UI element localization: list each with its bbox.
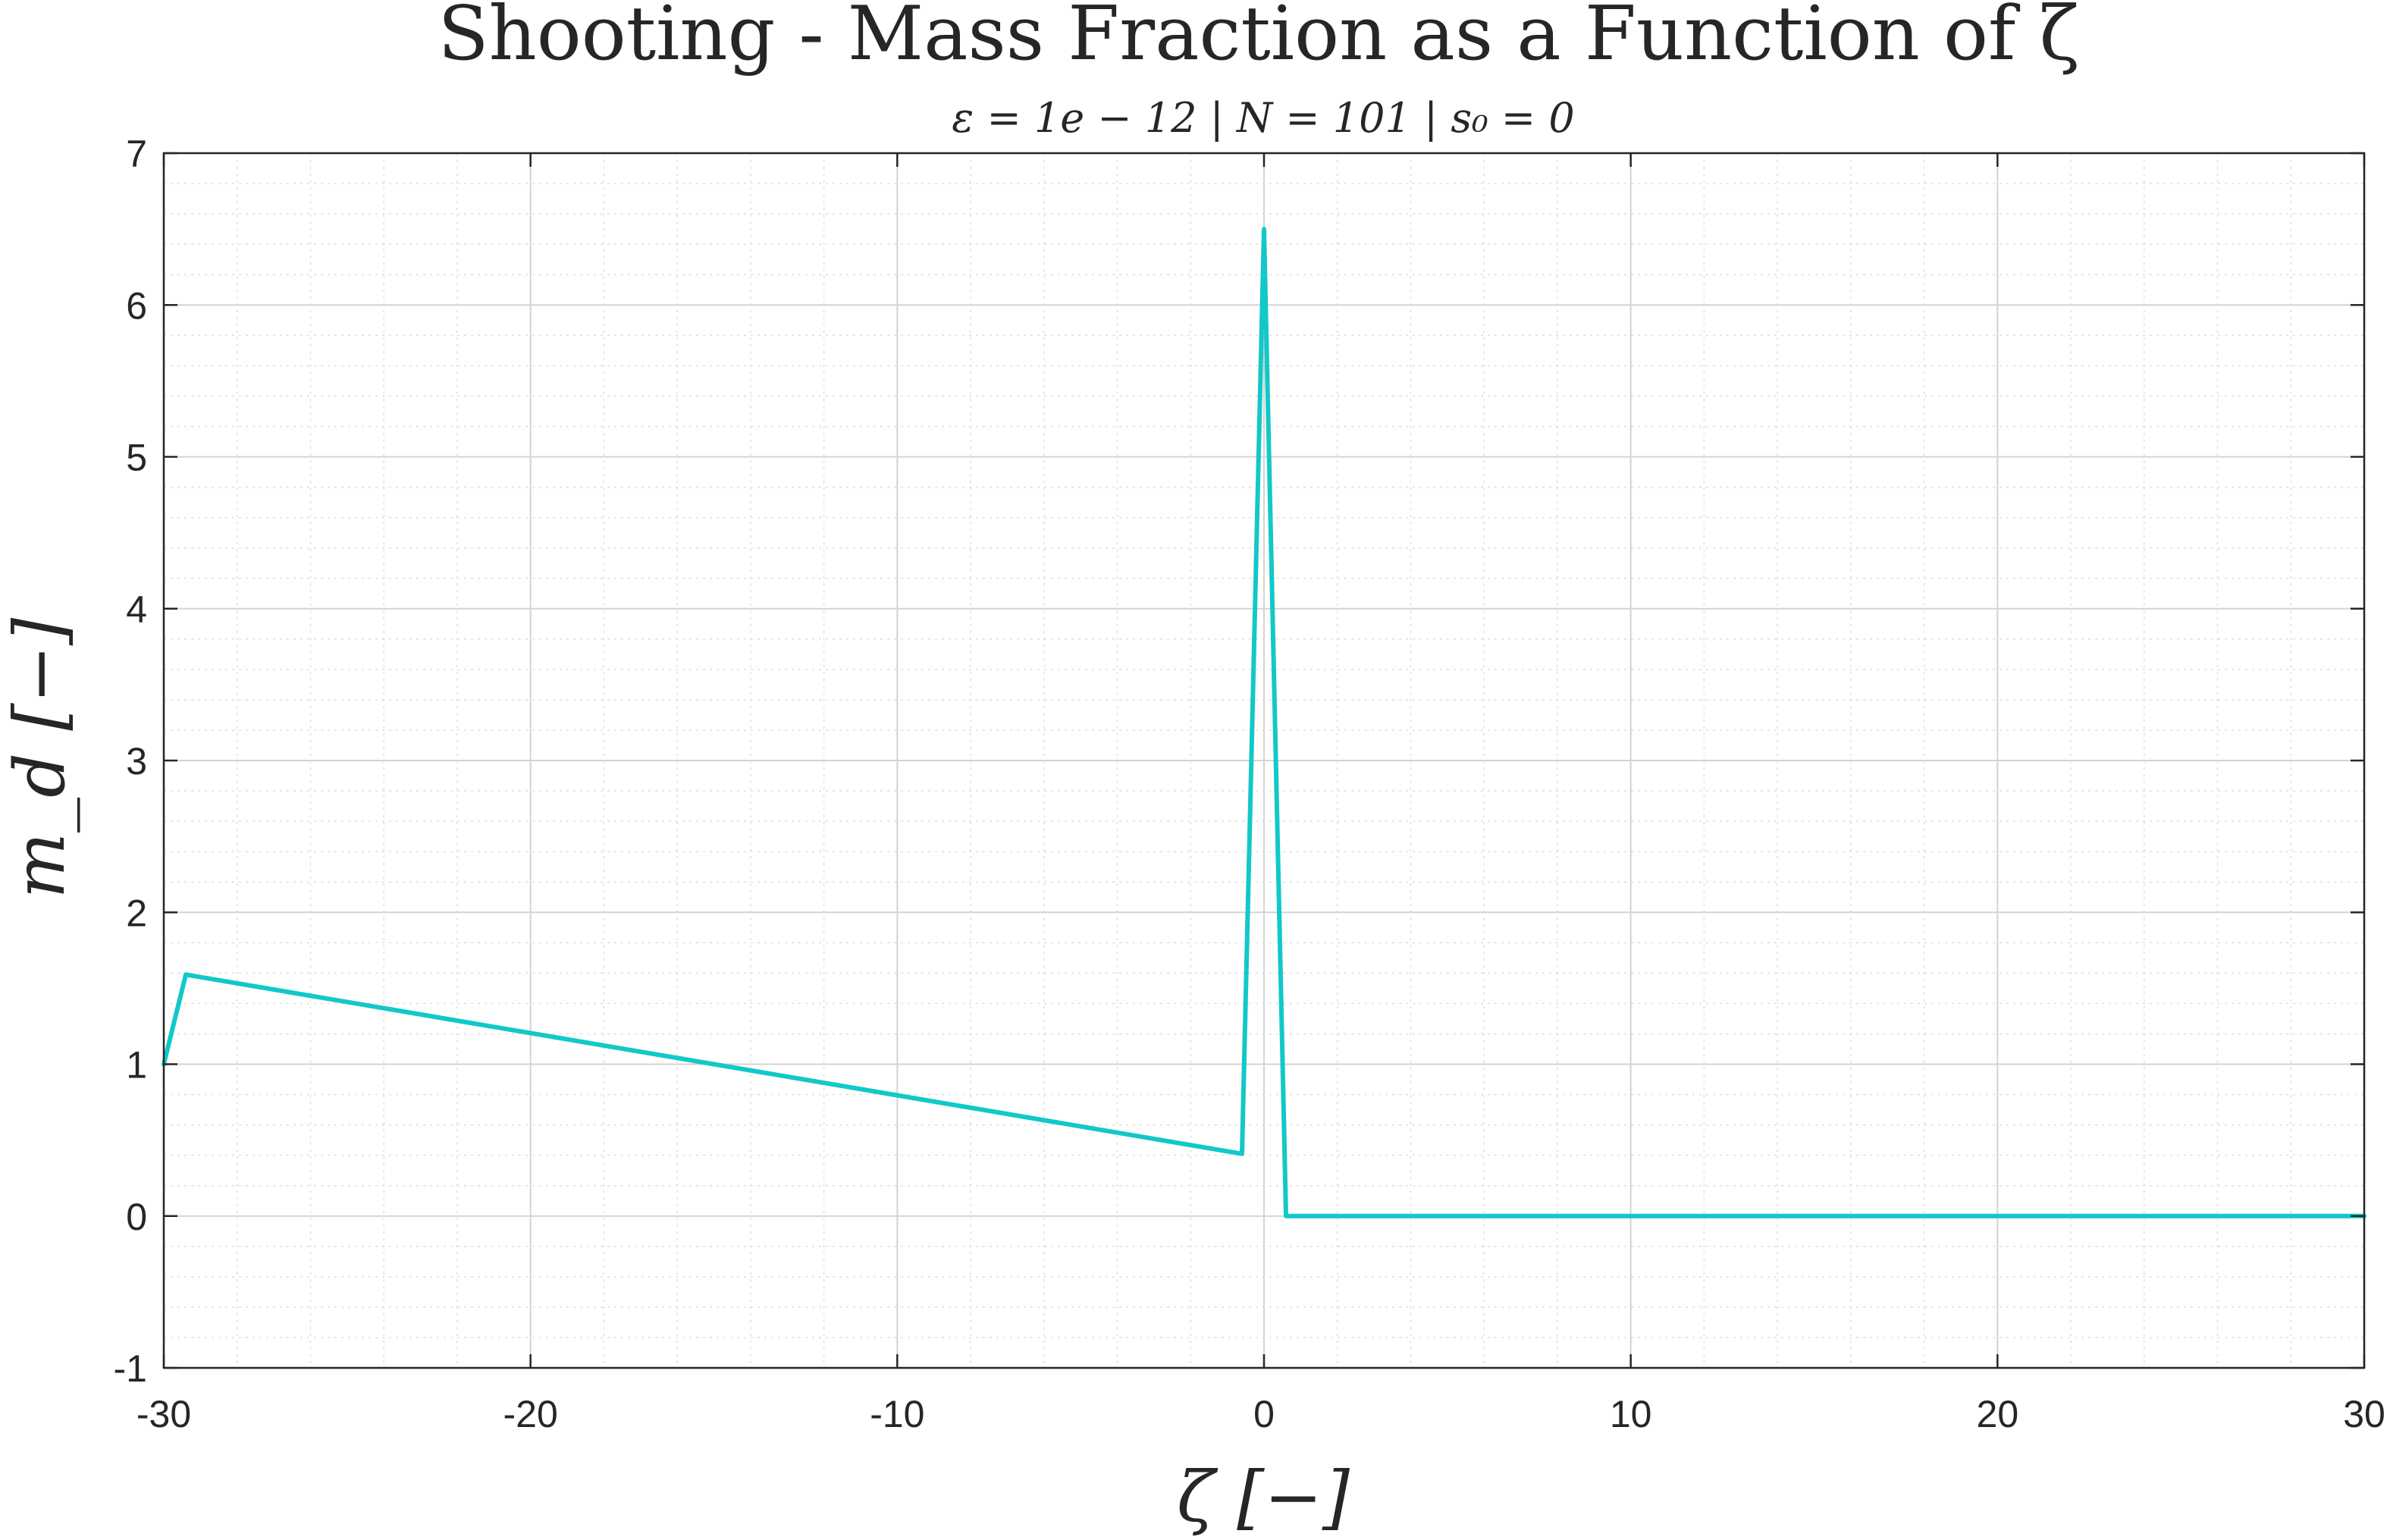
series-layer (162, 227, 2366, 1219)
x-tick-label: 0 (1253, 1393, 1275, 1435)
y-tick-label: 7 (126, 133, 147, 175)
y-tick-label: 1 (126, 1044, 147, 1087)
series-line (162, 227, 2366, 1219)
x-tick-label: 30 (2343, 1393, 2385, 1435)
y-tick-label: -1 (114, 1347, 147, 1390)
y-axis-label: m_d [−] (0, 618, 80, 899)
chart-subtitle: ε = 1e − 12 | N = 101 | s₀ = 0 (952, 94, 1574, 142)
y-tick-label: 0 (126, 1196, 147, 1238)
x-tick-label: 20 (1977, 1393, 2019, 1435)
y-tick-label: 2 (126, 892, 147, 934)
y-tick-label: 4 (126, 588, 147, 631)
x-tick-label: -20 (503, 1393, 558, 1435)
x-axis-label: ζ [−] (1177, 1457, 1350, 1536)
x-tick-label: -30 (136, 1393, 191, 1435)
chart-title: Shooting - Mass Fraction as a Function o… (438, 0, 2080, 77)
grid-layer (163, 152, 2365, 1369)
y-tick-label: 6 (126, 284, 147, 327)
y-tick-label: 5 (126, 437, 147, 479)
x-tick-label: 10 (1610, 1393, 1652, 1435)
x-tick-label: -10 (870, 1393, 924, 1435)
y-tick-label: 3 (126, 740, 147, 783)
